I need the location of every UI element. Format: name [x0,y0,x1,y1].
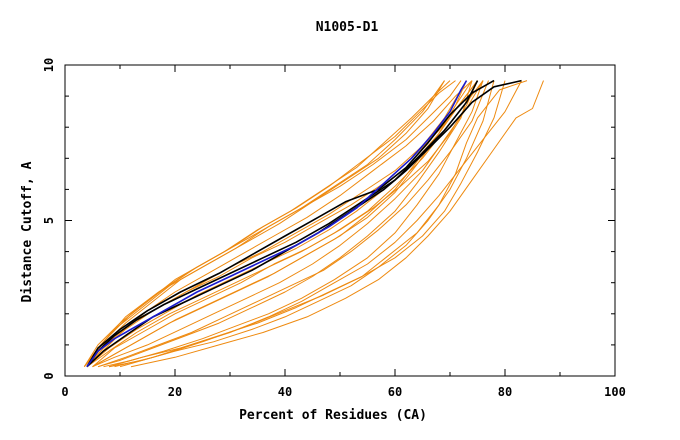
x-tick-label: 40 [278,385,292,399]
y-axis-title: Distance Cutoff, A [20,161,35,302]
x-tick-label: 0 [61,385,68,399]
x-tick-label: 20 [168,385,182,399]
x-axis-title: Percent of Residues (CA) [239,408,427,423]
y-tick-label: 10 [42,58,56,72]
x-tick-label: 80 [498,385,512,399]
y-tick-label: 5 [42,217,56,224]
series-line-orange [92,80,478,368]
series-line-orange [130,80,544,368]
axis-ticks [64,64,616,377]
series-line-orange [86,80,473,368]
x-tick-label: 60 [388,385,402,399]
axis-tick-labels: 0 20 40 60 80 100 0 5 10 [42,58,626,399]
series-line-orange [97,80,489,368]
series-line-orange [108,80,495,368]
chart-title: N1005-D1 [316,20,379,35]
series-line-orange [83,80,445,367]
series-line-black [86,79,495,368]
series-line-orange [92,80,478,368]
series-line-orange [119,80,528,368]
series-layer [83,79,544,368]
x-tick-label: 100 [604,385,626,399]
series-line-black [86,80,479,368]
series-line-orange [97,80,473,368]
y-tick-label: 0 [42,372,56,379]
series-line-orange [86,80,451,367]
series-line-orange [103,80,484,368]
series-line-blue [86,80,468,368]
series-line-orange [86,80,445,368]
